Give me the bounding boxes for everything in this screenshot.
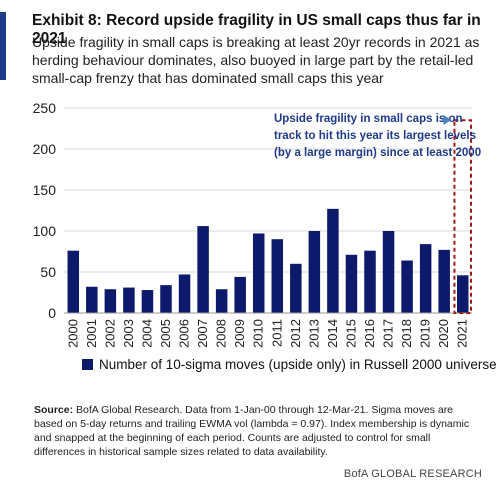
annotation-text: Upside fragility in small caps is on [274, 113, 463, 125]
bar [382, 231, 395, 313]
chart-subtitle: Upside fragility in small caps is breaki… [32, 34, 480, 86]
bar [141, 290, 154, 313]
source-text: BofA Global Research. Data from 1-Jan-00… [34, 404, 470, 458]
x-tick-label: 2015 [343, 319, 358, 348]
y-tick-label: 250 [33, 100, 57, 116]
brand-footer: BofA GLOBAL RESEARCH [343, 468, 482, 480]
bar [86, 286, 98, 313]
annotation-arrow-head [443, 115, 452, 125]
x-tick-label: 2018 [399, 319, 414, 348]
bar [308, 231, 321, 313]
x-tick-label: 2013 [306, 319, 321, 348]
x-tick-label: 2006 [177, 319, 192, 348]
bar [438, 249, 450, 313]
bar [456, 275, 469, 313]
annotation-text: (by a large margin) since at least 2000 [274, 147, 481, 159]
bar [401, 260, 413, 313]
legend: Number of 10-sigma moves (upside only) i… [82, 357, 497, 372]
bar [234, 276, 246, 313]
legend-label: Number of 10-sigma moves (upside only) i… [99, 357, 497, 372]
legend-swatch [82, 359, 93, 370]
y-tick-label: 50 [40, 264, 56, 280]
x-tick-label: 2014 [325, 319, 340, 348]
bar [215, 289, 228, 313]
bar [197, 226, 209, 313]
source-note: Source: BofA Global Research. Data from … [34, 403, 482, 459]
x-tick-label: 2008 [214, 319, 229, 348]
source-label: Source: [34, 404, 74, 416]
bar [271, 239, 284, 313]
x-tick-label: 2005 [158, 319, 173, 348]
x-tick-label: 2002 [102, 319, 117, 348]
bar [345, 254, 358, 313]
highlight-box-2021 [453, 119, 473, 314]
bar [104, 289, 117, 313]
bar [160, 285, 172, 313]
bar [178, 274, 191, 313]
x-tick-label: 2020 [436, 319, 451, 348]
x-tick-label: 2012 [288, 319, 303, 348]
bar [419, 244, 432, 313]
x-tick-label: 2004 [139, 319, 154, 348]
x-tick-label: 2001 [84, 319, 99, 348]
x-tick-label: 2011 [269, 319, 284, 347]
x-tick-label: 2021 [455, 319, 470, 348]
accent-bar [0, 12, 6, 80]
x-tick-label: 2017 [381, 319, 396, 348]
x-tick-label: 2000 [65, 319, 80, 348]
bar [252, 233, 265, 313]
x-tick-label: 2003 [121, 319, 136, 348]
bar [123, 287, 135, 313]
y-tick-label: 150 [33, 182, 57, 198]
bar [290, 263, 302, 313]
bar [364, 250, 376, 313]
y-tick-label: 200 [33, 141, 57, 157]
bar [327, 208, 339, 313]
bar-chart: 0 50 100 150 200 250 2000 2001 2002 2003 2004 2005 2… [33, 100, 481, 348]
x-tick-label: 2019 [418, 319, 433, 348]
x-tick-label: 2016 [362, 319, 377, 348]
bar [67, 250, 80, 313]
chart-title: Exhibit 8: Record upside fragility in US… [32, 12, 481, 47]
y-tick-label: 0 [48, 305, 56, 321]
annotation-text: track to hit this year its largest level… [274, 130, 476, 142]
x-tick-label: 2010 [251, 319, 266, 348]
x-tick-label: 2007 [195, 319, 210, 348]
x-tick-label: 2009 [232, 319, 247, 348]
y-tick-label: 100 [33, 223, 57, 239]
